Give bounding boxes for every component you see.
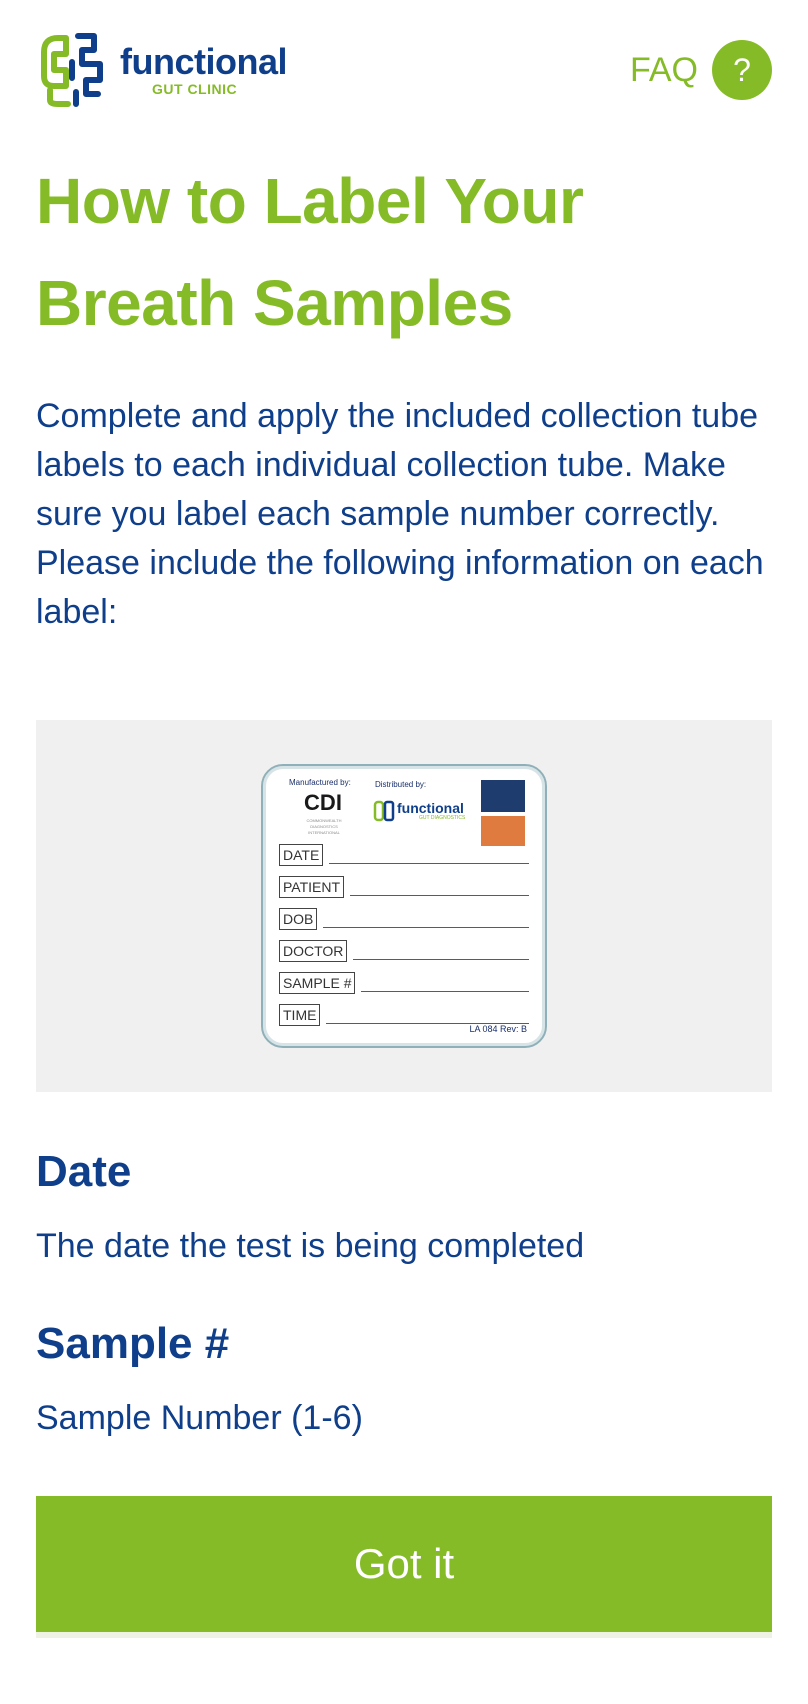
page-title: How to Label Your Breath Samples [36,150,772,354]
faq-label[interactable]: FAQ [629,50,698,89]
gut-maze-logo-icon [41,33,103,107]
label-field-patient: PATIENT [279,876,345,898]
label-distributed-by: Distributed by: [375,780,427,789]
cdi-logo-icon: CDI [304,790,342,815]
fgd-maze-icon [373,800,395,822]
label-fgd-logo: functional GUT DIAGNOSTICS [373,800,465,822]
label-field-dob: DOB [279,908,318,930]
label-field-time: TIME [279,1004,321,1026]
label-field-row: DOB [279,906,529,930]
section-text-sample: Sample Number (1-6) [36,1399,363,1437]
got-it-button[interactable]: Got it [36,1496,772,1638]
label-field-row: SAMPLE # [279,970,529,994]
header: functional GUT CLINIC FAQ ? [36,32,772,108]
faq-link[interactable]: FAQ ? [630,40,772,100]
breath-test-badge-icon [481,780,525,812]
section-heading-sample: Sample # [36,1319,230,1368]
section-heading-date: Date [36,1147,132,1196]
label-manufactured-by: Manufactured by: [289,778,351,787]
label-field-row: DOCTOR [279,938,529,962]
label-fgd-subtitle: GUT DIAGNOSTICS [419,815,466,821]
label-field-date: DATE [279,844,324,866]
label-cdi-subtitle: COMMONWEALTH DIAGNOSTICS INTERNATIONAL [306,818,342,835]
label-field-row: TIME [279,1002,529,1026]
label-example-panel: Manufactured by: Distributed by: CDI COM… [36,720,772,1092]
label-field-row: DATE [279,842,529,866]
label-revision: LA 084 Rev: B [469,1024,527,1034]
sample-label-image: Manufactured by: Distributed by: CDI COM… [261,764,547,1048]
label-field-sample: SAMPLE # [279,972,356,994]
breath-biopsy-badge-icon [481,816,525,846]
help-question-icon[interactable]: ? [712,40,772,100]
logo-subtitle: GUT CLINIC [152,81,238,97]
logo-wordmark: functional [120,41,287,82]
functional-gut-clinic-logo[interactable]: functional GUT CLINIC [36,32,296,108]
section-text-date: The date the test is being completed [36,1227,585,1265]
svg-text:CDI: CDI [304,790,342,815]
page-title-line-1: How to Label Your [36,165,584,237]
label-fgd-word: functional [397,800,464,816]
intro-text: Complete and apply the included collecti… [36,397,764,631]
label-field-doctor: DOCTOR [279,940,348,962]
page-title-line-2: Breath Samples [36,267,513,339]
label-field-row: PATIENT [279,874,529,898]
